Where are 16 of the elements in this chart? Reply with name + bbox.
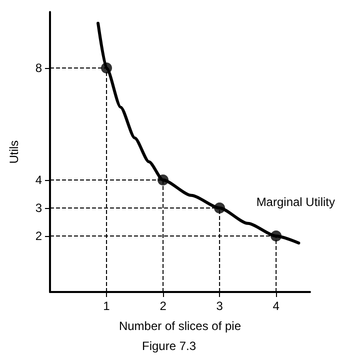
x-tick-label: 1 (103, 299, 110, 313)
y-tick-label: 4 (35, 173, 42, 187)
point (101, 62, 112, 74)
y-tick-label: 8 (35, 61, 42, 75)
y-tick-label: 3 (35, 201, 42, 215)
x-tick-label: 4 (272, 299, 280, 313)
x-axis-title: Number of slices of pie (118, 319, 242, 333)
caption: Figure 7.3 (142, 339, 196, 353)
annotation: Marginal Utility (256, 195, 335, 209)
y-tick-label: 2 (35, 229, 42, 243)
point (214, 202, 226, 214)
x-tick-label: 2 (160, 299, 167, 313)
y-axis-title: Utils (7, 140, 21, 164)
point (158, 174, 169, 186)
x-tick-label: 3 (216, 299, 224, 313)
point (270, 230, 282, 242)
